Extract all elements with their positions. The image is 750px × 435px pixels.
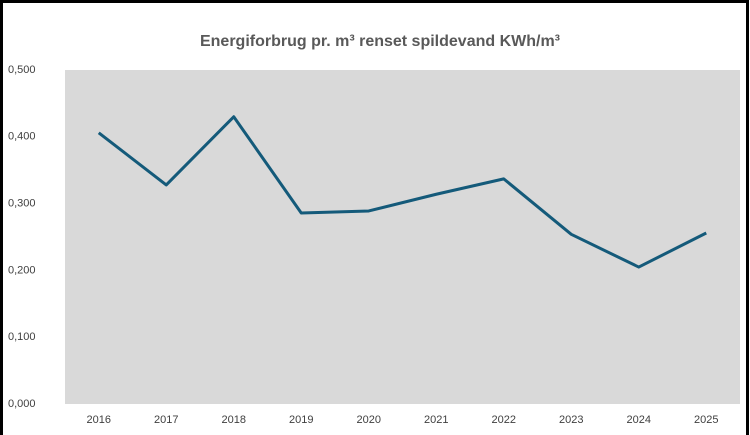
y-tick-label: 0,100 (8, 331, 36, 343)
x-tick-label: 2022 (492, 414, 516, 426)
x-tick-label: 2023 (559, 414, 583, 426)
x-tick-label: 2020 (357, 414, 381, 426)
x-tick-label: 2018 (222, 414, 246, 426)
x-tick-label: 2016 (87, 414, 111, 426)
plot-area (65, 70, 740, 404)
y-tick-label: 0,500 (8, 64, 36, 76)
x-tick-label: 2021 (424, 414, 448, 426)
y-tick-label: 0,400 (8, 131, 36, 143)
x-tick-label: 2017 (154, 414, 178, 426)
y-tick-label: 0,000 (8, 398, 36, 410)
y-tick-label: 0,200 (8, 264, 36, 276)
chart-title: Energiforbrug pr. m³ renset spildevand K… (200, 33, 560, 50)
x-tick-label: 2025 (694, 414, 718, 426)
line (97, 115, 707, 269)
x-tick-label: 2024 (627, 414, 651, 426)
y-tick-label: 0,300 (8, 198, 36, 210)
x-tick-label: 2019 (289, 414, 313, 426)
